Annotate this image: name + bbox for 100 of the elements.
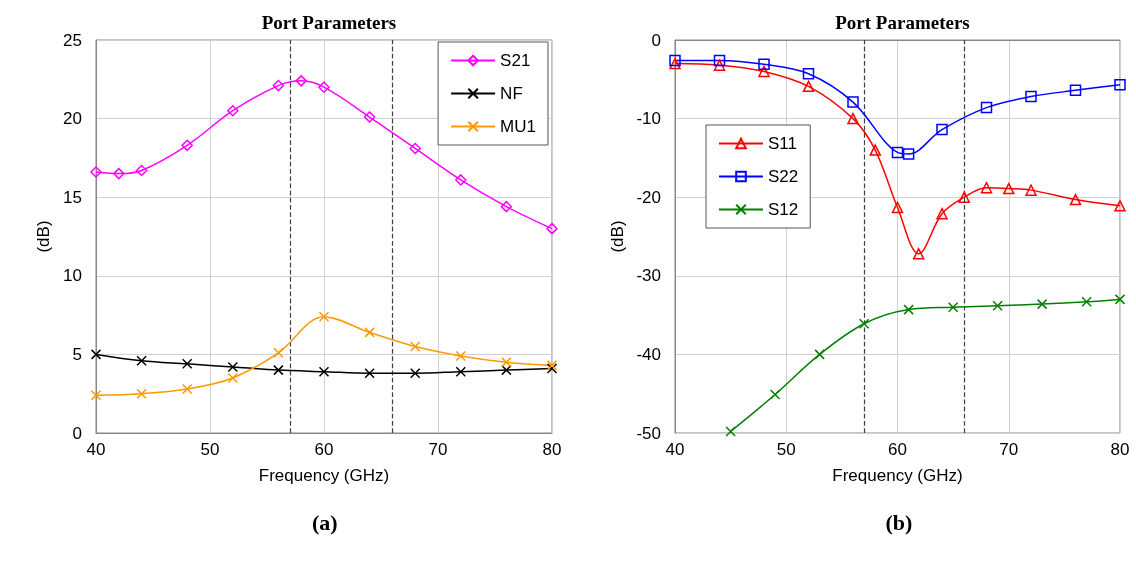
point xyxy=(1003,182,1015,195)
legend-label: S11 xyxy=(768,134,797,153)
point xyxy=(891,201,904,214)
chart-title: Port Parameters xyxy=(835,12,970,33)
point xyxy=(455,174,467,186)
x-tick-label: 40 xyxy=(665,440,685,459)
legend-label: S12 xyxy=(768,200,799,219)
point xyxy=(136,355,147,366)
y-tick-label: -10 xyxy=(636,109,661,129)
y-tick-label: 10 xyxy=(63,266,82,286)
text: (a) xyxy=(312,509,338,535)
point xyxy=(758,65,770,78)
point xyxy=(936,207,948,220)
point xyxy=(992,300,1003,311)
point xyxy=(958,191,970,203)
point xyxy=(903,304,914,315)
point xyxy=(1069,84,1082,97)
point xyxy=(769,389,781,400)
y-tick-label: 5 xyxy=(72,344,82,364)
point xyxy=(912,248,925,260)
point xyxy=(409,142,421,155)
point xyxy=(272,79,285,92)
legend-label: S22 xyxy=(768,167,799,186)
point xyxy=(501,364,512,376)
point xyxy=(135,164,148,177)
point xyxy=(318,366,330,377)
x-tick-label: 50 xyxy=(776,440,796,459)
point xyxy=(902,148,915,160)
point xyxy=(891,146,904,159)
point xyxy=(847,96,859,108)
point xyxy=(181,139,193,152)
x-tick-label: 70 xyxy=(428,440,448,459)
y-tick-label: -30 xyxy=(636,266,661,286)
legend-label: NF xyxy=(500,84,523,103)
point xyxy=(181,358,193,370)
x-tick-label: 80 xyxy=(1110,440,1130,459)
point xyxy=(409,368,421,379)
point xyxy=(980,182,993,194)
point xyxy=(1114,200,1126,212)
point xyxy=(713,59,726,71)
point xyxy=(1025,184,1037,196)
point xyxy=(980,101,993,114)
point xyxy=(90,349,102,360)
point xyxy=(363,111,376,123)
point xyxy=(455,350,467,362)
point xyxy=(295,75,307,87)
point xyxy=(136,388,147,399)
point xyxy=(273,347,284,359)
point xyxy=(947,301,959,313)
y-tick-label: 25 xyxy=(63,30,82,50)
point xyxy=(409,341,421,352)
point xyxy=(227,372,239,384)
point xyxy=(758,58,770,71)
y-tick-label: 0 xyxy=(651,30,661,50)
point xyxy=(318,311,330,322)
point xyxy=(364,368,375,379)
y-tick-label: -40 xyxy=(636,344,661,364)
x-tick-label: 40 xyxy=(86,440,106,459)
point xyxy=(455,366,467,377)
point xyxy=(847,112,859,125)
point xyxy=(1069,193,1082,206)
point xyxy=(181,383,193,395)
x-axis-title: Frequency (GHz) xyxy=(258,466,390,485)
point xyxy=(227,104,239,117)
x-tick-label: 60 xyxy=(314,440,334,459)
x-tick-label: 50 xyxy=(200,440,220,459)
point xyxy=(1036,298,1048,310)
legend-label: S21 xyxy=(500,51,531,70)
point xyxy=(273,364,284,376)
y-axis-title: (dB) xyxy=(607,220,627,253)
point xyxy=(713,54,726,67)
y-tick-label: 20 xyxy=(63,109,82,129)
x-tick-label: 70 xyxy=(999,440,1019,459)
x-tick-label: 60 xyxy=(888,440,907,459)
y-tick-label: 0 xyxy=(72,423,82,443)
point xyxy=(1114,79,1126,91)
point xyxy=(318,81,330,93)
point xyxy=(1114,294,1126,305)
point xyxy=(546,222,558,235)
point xyxy=(500,200,513,213)
point xyxy=(113,167,125,180)
point xyxy=(858,318,870,329)
point xyxy=(725,426,736,437)
text: (b) xyxy=(885,509,913,535)
point xyxy=(1025,90,1037,103)
point xyxy=(90,390,102,401)
point xyxy=(1081,296,1092,307)
x-axis-title: Frequency (GHz) xyxy=(832,466,963,485)
point xyxy=(802,80,815,93)
point xyxy=(869,144,881,156)
y-tick-label: -20 xyxy=(636,187,661,207)
chart-title: Port Parameters xyxy=(261,12,397,33)
point xyxy=(364,327,375,338)
x-tick-label: 80 xyxy=(542,440,562,459)
y-axis-title: (dB) xyxy=(34,220,54,253)
point xyxy=(90,166,102,178)
legend-label: MU1 xyxy=(500,117,537,136)
point xyxy=(501,357,512,368)
point xyxy=(814,349,825,360)
y-tick-label: -50 xyxy=(636,423,661,443)
